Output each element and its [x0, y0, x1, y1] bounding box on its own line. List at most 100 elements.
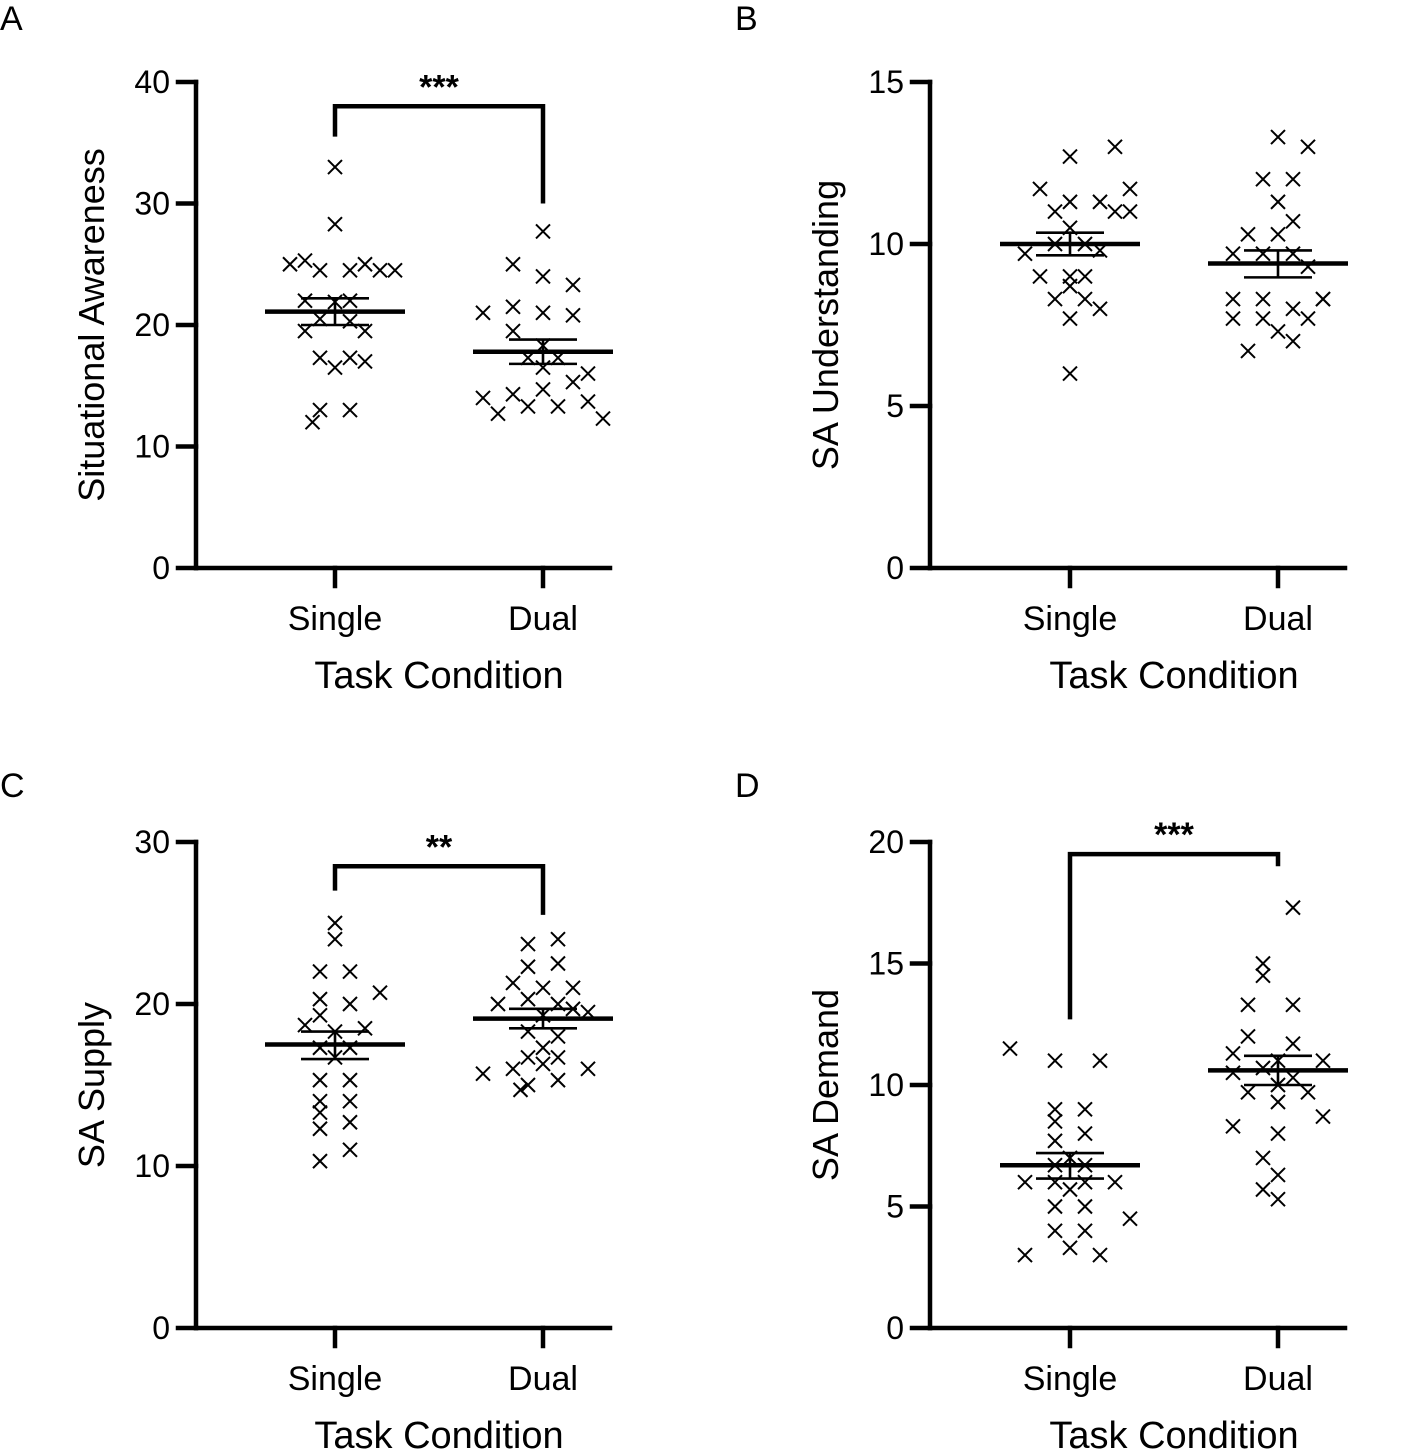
data-point — [1062, 1181, 1078, 1198]
x-tick-label-dual: Dual — [508, 1360, 578, 1398]
data-point — [1047, 291, 1063, 307]
data-point — [1255, 291, 1271, 307]
data-point — [312, 963, 328, 980]
panel-label-b: B — [735, 0, 758, 38]
data-point — [342, 1114, 358, 1130]
data-point — [505, 299, 521, 315]
data-point — [1270, 1125, 1286, 1142]
y-tick-label: 10 — [134, 429, 170, 465]
data-point — [1285, 301, 1301, 317]
data-point — [1285, 333, 1301, 349]
significance-bracket — [332, 104, 546, 204]
data-point — [1240, 1084, 1256, 1100]
data-point — [297, 292, 313, 309]
data-point — [520, 959, 536, 975]
data-point — [1255, 1060, 1271, 1076]
x-axis-title: Task Condition — [314, 1415, 563, 1449]
y-axis-title: SA Understanding — [805, 180, 846, 470]
data-point — [1255, 310, 1271, 327]
y-tick-label: 5 — [886, 388, 904, 424]
data-point — [1270, 1191, 1286, 1207]
y-tick-label: 10 — [868, 1067, 904, 1103]
data-point — [550, 398, 566, 415]
y-tick-label: 20 — [134, 307, 170, 343]
data-point — [357, 1020, 373, 1037]
data-point — [1255, 1150, 1271, 1166]
data-point — [520, 936, 536, 952]
data-point — [312, 1121, 328, 1137]
data-point — [490, 405, 506, 422]
data-point — [550, 1049, 566, 1066]
data-point — [1300, 1084, 1316, 1100]
data-point — [580, 365, 596, 382]
data-point — [1062, 310, 1078, 327]
data-point — [1122, 1210, 1138, 1227]
data-point — [1270, 1167, 1286, 1183]
data-point — [1225, 246, 1241, 262]
data-point — [550, 1028, 566, 1045]
y-tick-label: 15 — [868, 64, 904, 100]
data-point — [342, 292, 358, 309]
data-point — [304, 414, 321, 430]
data-point — [342, 350, 358, 366]
data-point — [1047, 1101, 1063, 1118]
panel-a-marks: 0 10 20 30 40 Single Dual Task Condition Situati… — [71, 64, 613, 697]
data-point — [312, 311, 328, 327]
data-point — [1225, 310, 1241, 327]
data-point — [1047, 203, 1063, 220]
data-point — [1300, 310, 1316, 327]
data-point — [580, 393, 596, 410]
data-point — [1255, 955, 1271, 972]
data-point — [505, 1061, 521, 1077]
significance-bracket — [332, 864, 546, 915]
panel-label-a: A — [0, 0, 23, 38]
data-point — [535, 268, 551, 285]
y-tick-label: 5 — [886, 1189, 904, 1225]
data-point — [535, 1056, 551, 1072]
data-point — [490, 996, 506, 1012]
data-point — [1047, 1198, 1063, 1215]
data-point — [342, 1142, 358, 1158]
data-point — [357, 323, 373, 339]
x-tick-label-single: Single — [1023, 600, 1118, 638]
data-point — [505, 256, 521, 272]
data-point — [1285, 1035, 1301, 1052]
data-point — [1092, 1052, 1108, 1069]
significance-label: *** — [419, 68, 459, 106]
y-tick-label: 20 — [868, 824, 904, 860]
y-axis-title: SA Supply — [71, 1002, 112, 1168]
data-point — [357, 353, 373, 370]
x-axis-title: Task Condition — [1049, 1415, 1298, 1449]
data-point — [1092, 194, 1108, 210]
data-point — [565, 980, 581, 996]
data-point — [312, 262, 328, 279]
data-point — [342, 996, 358, 1012]
x-axis-title: Task Condition — [314, 655, 563, 697]
panel-label-c: C — [0, 767, 25, 805]
data-point — [1077, 1223, 1093, 1239]
data-point — [1285, 899, 1301, 916]
data-point — [1240, 997, 1256, 1013]
data-point — [1077, 268, 1093, 285]
data-point — [520, 1077, 536, 1093]
y-tick-label: 0 — [152, 1310, 170, 1346]
data-point — [1240, 343, 1256, 359]
data-point — [1285, 1070, 1301, 1086]
data-point — [565, 277, 581, 293]
y-tick-label: 20 — [134, 986, 170, 1022]
y-tick-label: 40 — [134, 64, 170, 100]
data-point — [1122, 203, 1138, 220]
data-point — [1122, 181, 1138, 197]
data-point — [1062, 1240, 1078, 1256]
data-point — [1315, 1108, 1331, 1125]
data-point — [1300, 139, 1316, 155]
data-point — [1315, 291, 1331, 307]
data-point — [1107, 1174, 1123, 1190]
data-point — [327, 915, 343, 931]
data-point — [282, 256, 298, 272]
y-tick-label: 15 — [868, 946, 904, 982]
significance-label: *** — [1154, 816, 1194, 854]
panel-b-marks: 0 5 10 15 Single Dual Task Condition SA Underst… — [805, 64, 1348, 697]
data-point — [1092, 1247, 1108, 1263]
